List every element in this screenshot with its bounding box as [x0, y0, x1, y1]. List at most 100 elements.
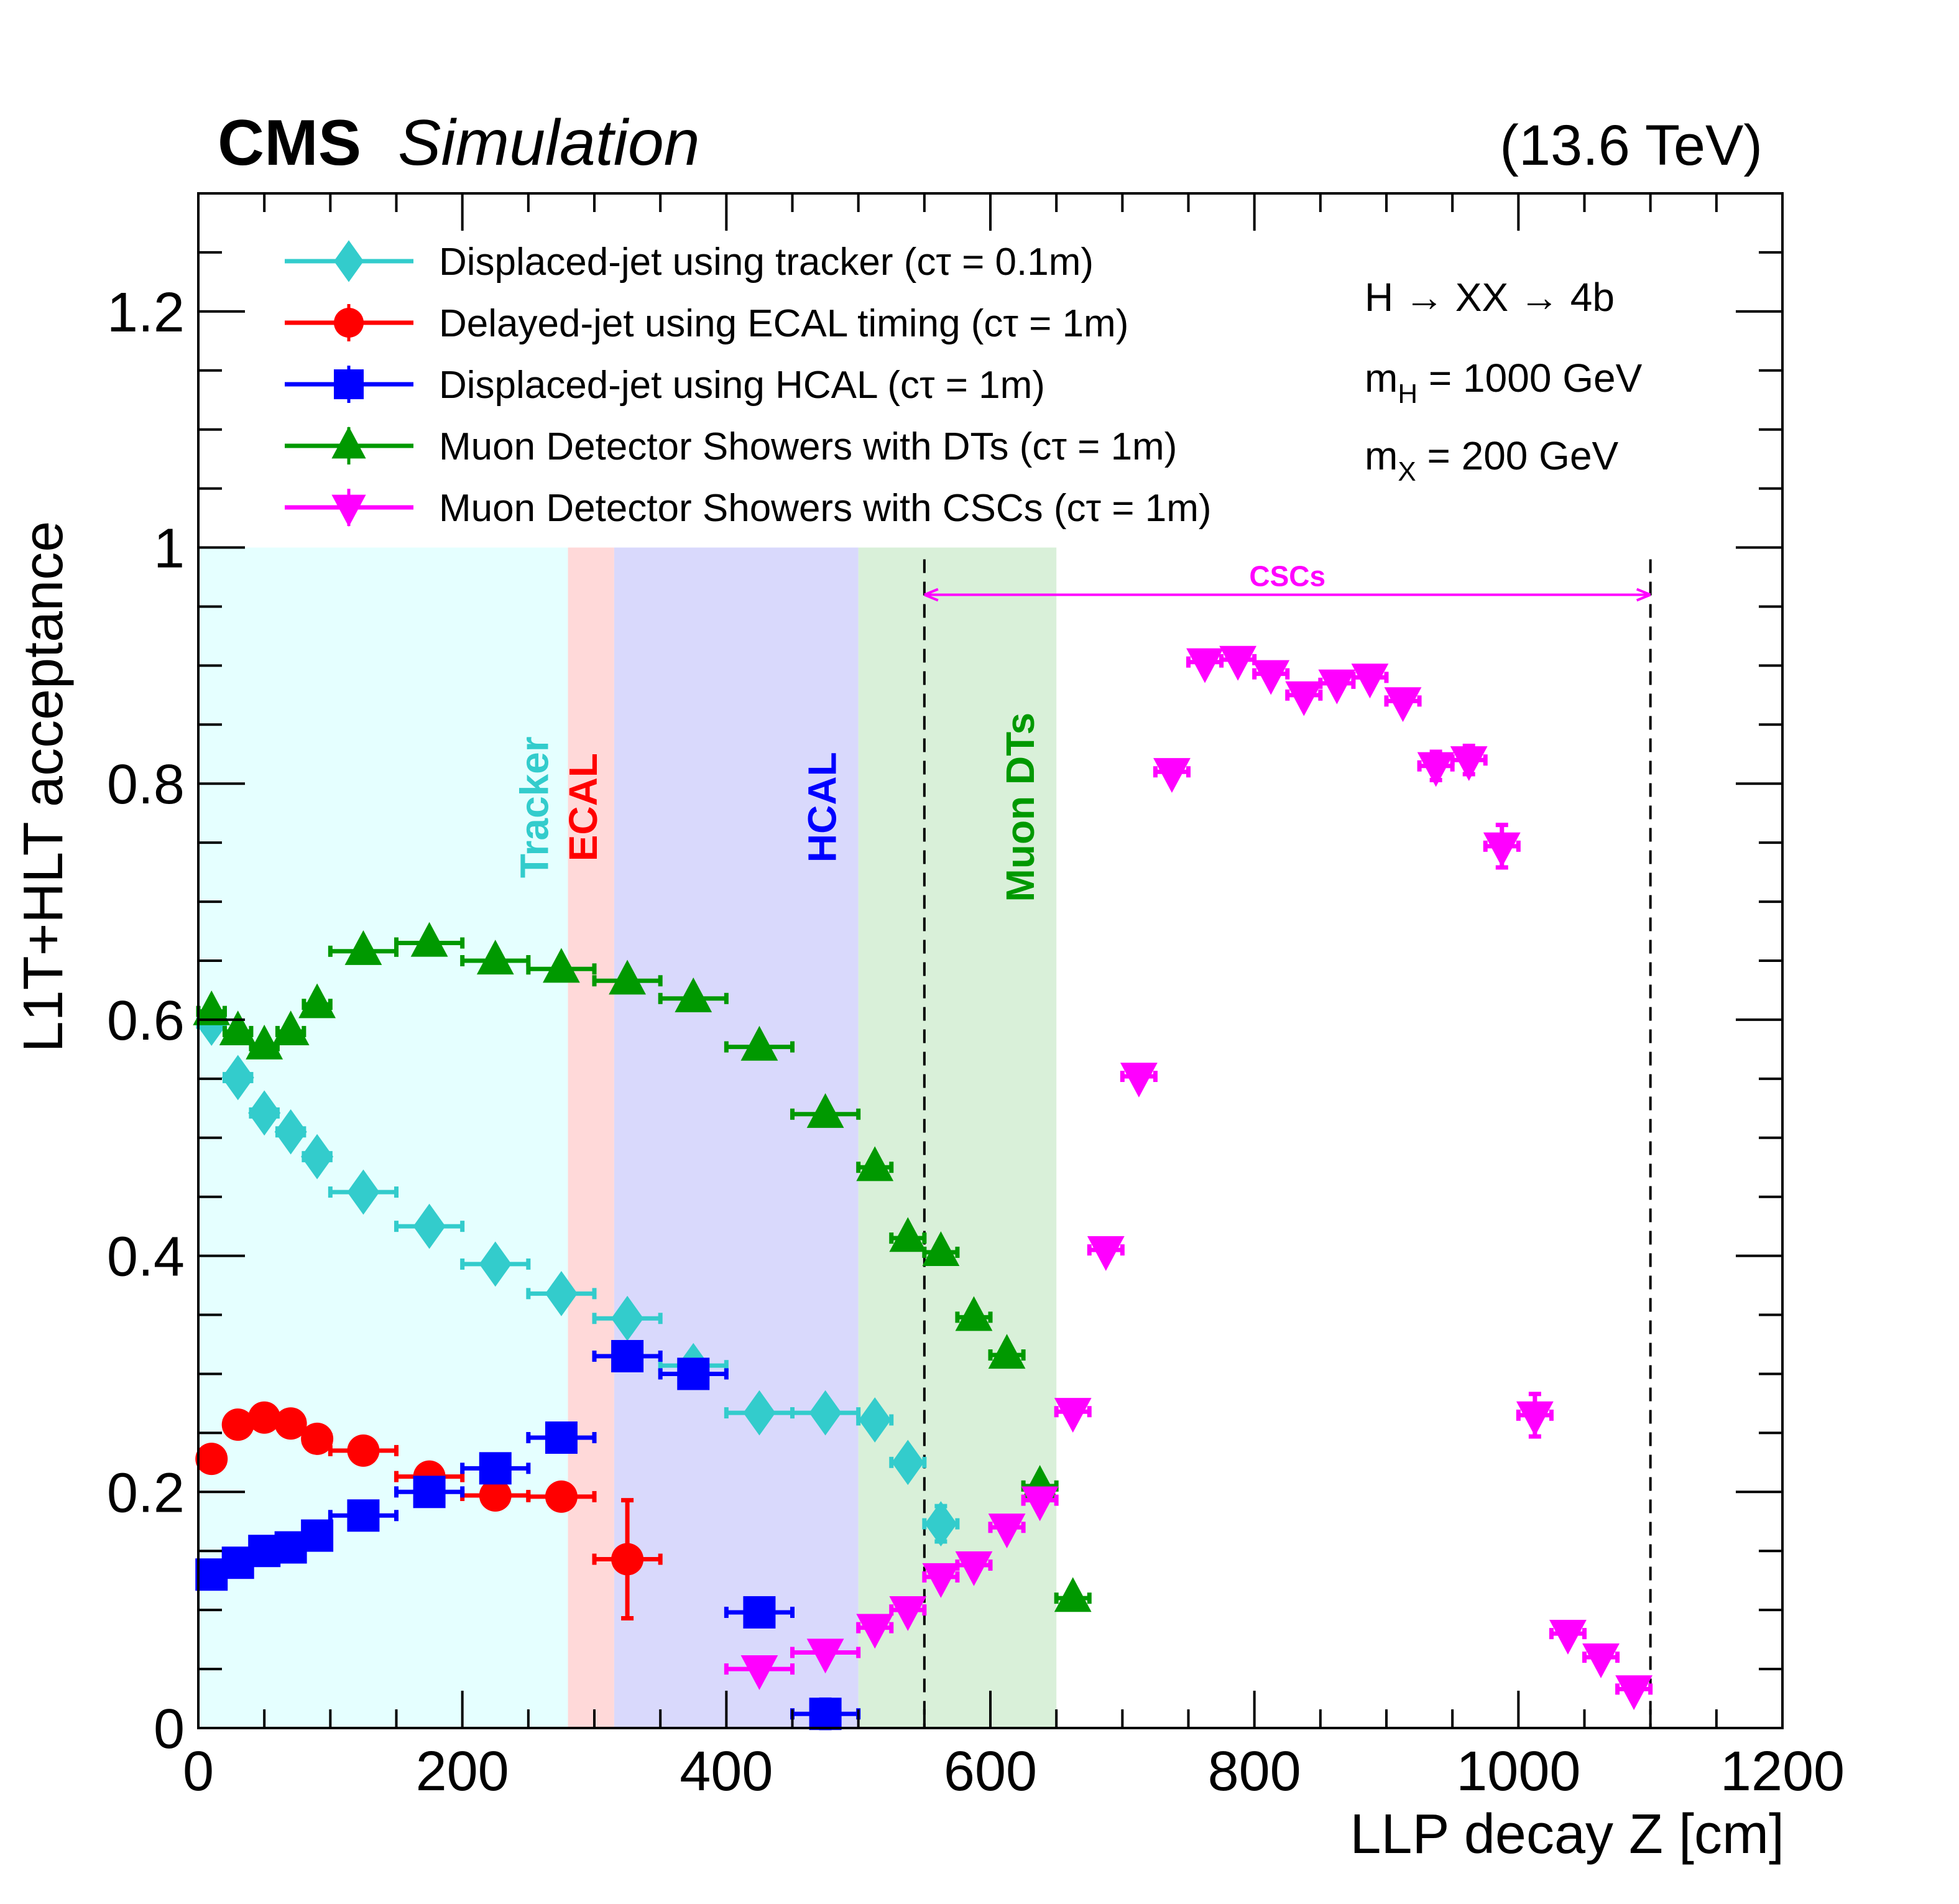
data-point: [790, 1638, 861, 1674]
data-point: [219, 1010, 257, 1046]
x-tick-label: 200: [416, 1740, 509, 1803]
triangle-up-marker: [988, 1334, 1026, 1369]
triangle-down-marker: [1186, 648, 1224, 683]
data-point: [328, 1499, 399, 1532]
detector-regions: [198, 547, 1057, 1728]
data-point: [1252, 660, 1290, 695]
series-square: [195, 1339, 861, 1731]
x-tick-label: 400: [680, 1740, 773, 1803]
circle-marker: [274, 1407, 307, 1440]
data-point: [889, 1440, 927, 1486]
circle-marker: [301, 1422, 334, 1455]
triangle-up-marker: [806, 1093, 844, 1128]
data-point: [856, 1397, 894, 1443]
data-point: [592, 1498, 663, 1620]
legend-entry: Displaced-jet using tracker (cτ = 0.1m): [285, 240, 1094, 284]
data-point: [328, 1434, 399, 1467]
data-point: [1087, 1236, 1125, 1271]
triangle-up-marker: [856, 1146, 894, 1181]
x-tick-label: 0: [183, 1740, 214, 1803]
data-point: [394, 922, 465, 957]
data-point: [1021, 1486, 1059, 1522]
triangle-down-marker: [331, 494, 366, 527]
triangle-up-marker: [410, 922, 448, 957]
data-point: [1120, 1062, 1158, 1098]
data-point: [526, 948, 597, 983]
diamond-marker: [413, 1203, 446, 1249]
square-marker: [545, 1421, 578, 1454]
data-point: [526, 1270, 597, 1316]
data-point: [394, 1203, 465, 1249]
circle-marker: [248, 1401, 281, 1434]
circle-marker: [347, 1434, 380, 1467]
csc-range-label: CSCs: [1249, 560, 1325, 592]
data-point: [1219, 645, 1257, 681]
diamond-marker: [347, 1169, 380, 1215]
region-band-ecal: [568, 547, 614, 1728]
square-marker: [479, 1452, 512, 1485]
square-marker: [301, 1519, 334, 1552]
data-point: [988, 1513, 1026, 1549]
data-point: [1549, 1620, 1587, 1655]
legend: Displaced-jet using tracker (cτ = 0.1m) D…: [285, 240, 1211, 530]
data-point: [955, 1296, 993, 1331]
triangle-up-marker: [675, 977, 712, 1012]
data-point: [221, 1408, 254, 1441]
data-point: [394, 1476, 465, 1509]
square-marker: [677, 1357, 710, 1390]
square-marker: [413, 1476, 446, 1509]
simulation-label: Simulation: [398, 107, 700, 179]
data-point: [1384, 687, 1422, 723]
triangle-up-marker: [609, 959, 646, 995]
triangle-down-marker: [1087, 1236, 1125, 1271]
data-point: [658, 977, 729, 1012]
triangle-up-marker: [272, 1010, 310, 1046]
diamond-marker: [274, 1109, 307, 1155]
diamond-marker: [743, 1390, 776, 1436]
data-point: [889, 1596, 927, 1631]
triangle-up-marker: [219, 1010, 257, 1046]
region-label: HCAL: [800, 752, 845, 862]
csc-range-indicator: CSCs: [923, 559, 1652, 1728]
triangle-down-marker: [988, 1513, 1026, 1549]
data-point: [526, 1421, 597, 1454]
triangle-down-marker: [1582, 1643, 1620, 1678]
data-point: [1615, 1675, 1653, 1711]
triangle-up-marker: [922, 1231, 960, 1267]
arrowhead-icon: [924, 588, 1651, 602]
triangle-down-marker: [1417, 752, 1455, 787]
square-marker: [809, 1698, 842, 1731]
data-point: [988, 1334, 1026, 1369]
triangle-up-marker: [740, 1025, 778, 1061]
diamond-marker: [859, 1397, 892, 1443]
data-point: [248, 1090, 281, 1136]
series-circle: [195, 1401, 663, 1620]
legend-label: Muon Detector Showers with DTs (cτ = 1m): [439, 425, 1177, 468]
data-point: [592, 1339, 663, 1372]
triangle-down-marker: [1384, 687, 1422, 723]
data-point: [856, 1146, 894, 1181]
data-point: [274, 1109, 307, 1155]
x-mass-annotation: mX = 200 GeV: [1365, 433, 1619, 487]
data-point: [1318, 669, 1356, 705]
y-tick-label: 1.2: [107, 282, 185, 344]
triangle-up-marker: [331, 426, 366, 459]
mass-subscript: H: [1398, 379, 1417, 409]
diamond-marker: [809, 1390, 842, 1436]
square-marker: [611, 1339, 644, 1372]
legend-label: Displaced-jet using tracker (cτ = 0.1m): [439, 241, 1094, 284]
data-point: [301, 1422, 334, 1455]
triangle-down-marker: [1615, 1675, 1653, 1711]
triangle-down-marker: [1318, 669, 1356, 705]
triangle-down-marker: [806, 1638, 844, 1674]
x-tick-label: 600: [944, 1740, 1037, 1803]
diamond-marker: [545, 1270, 578, 1316]
square-marker: [743, 1596, 776, 1629]
triangle-down-marker: [1021, 1486, 1059, 1522]
mass-symbol: m: [1365, 356, 1398, 400]
y-tick-label: 0.8: [107, 754, 185, 816]
data-point: [724, 1025, 795, 1061]
data-point: [1186, 648, 1224, 683]
data-point: [1417, 749, 1455, 787]
diamond-marker: [892, 1440, 924, 1486]
